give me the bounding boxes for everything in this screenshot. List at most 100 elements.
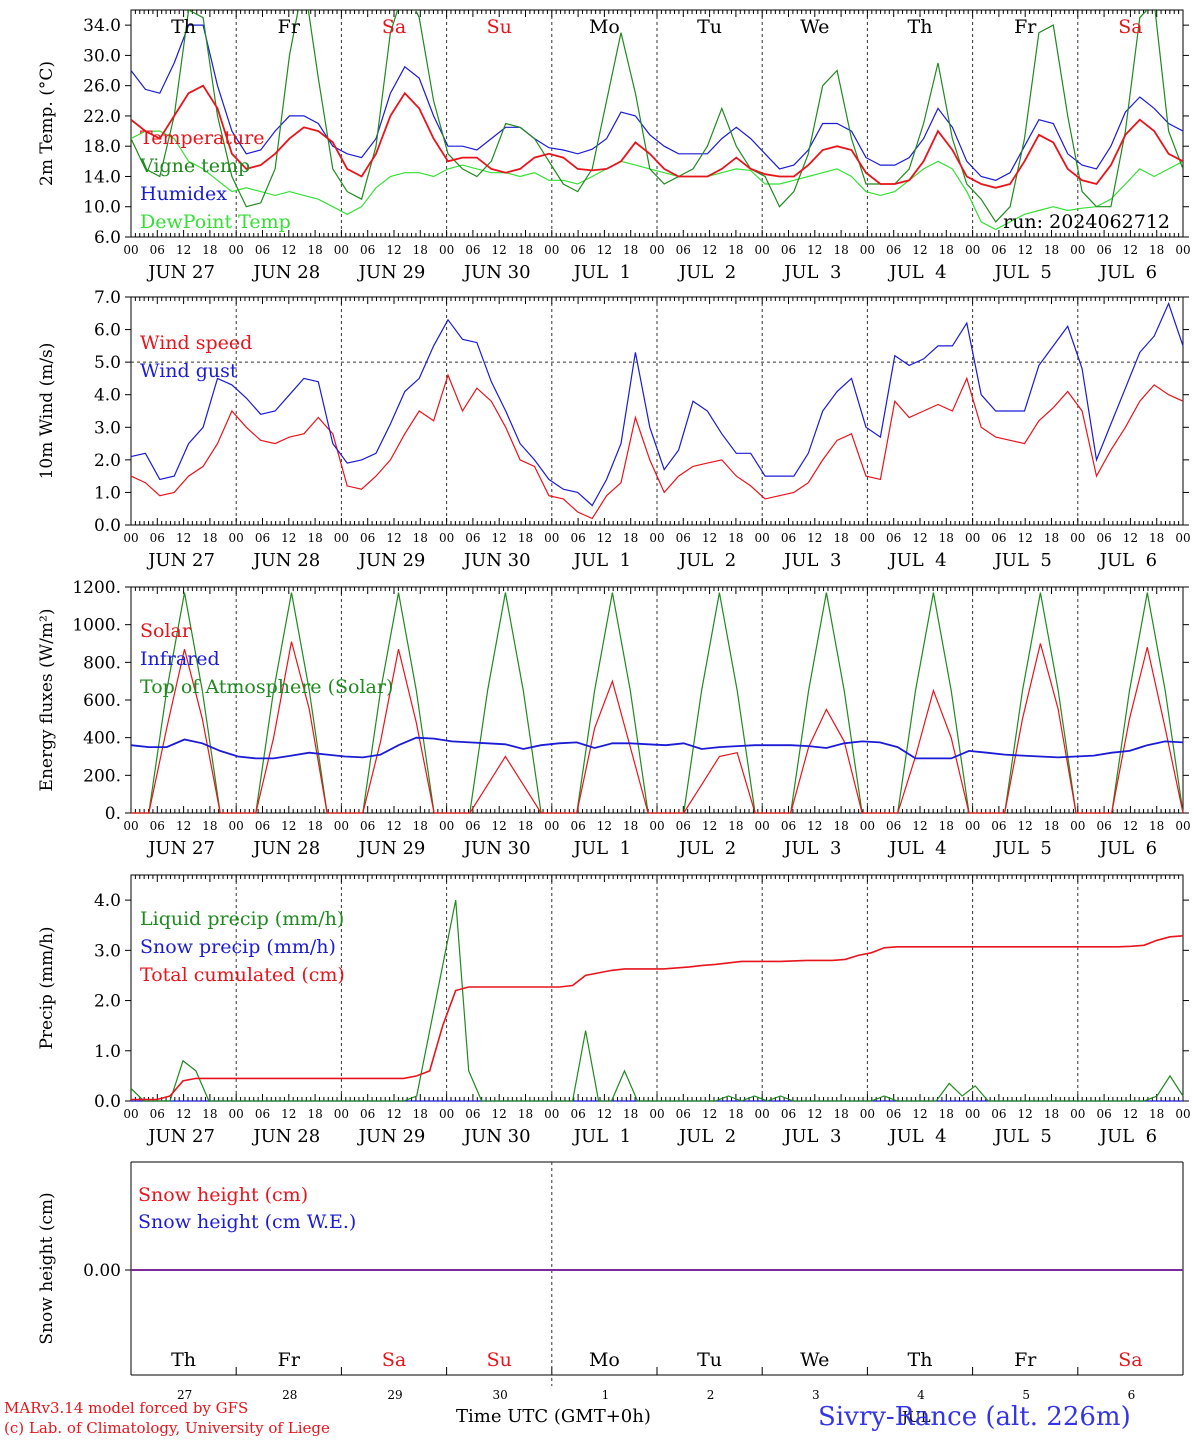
series-line <box>131 130 1183 231</box>
hour-tick-label: 18 <box>623 243 638 257</box>
series-line <box>131 24 1183 181</box>
day-number-label: 4 <box>917 1388 925 1402</box>
hour-ticks-1 <box>130 297 1184 525</box>
hour-tick-label: 18 <box>939 819 954 833</box>
ytick-label: 0.0 <box>94 1092 121 1112</box>
hour-tick-label: 00 <box>649 243 664 257</box>
hour-tick-label: 12 <box>807 819 822 833</box>
ytick-label: 7.0 <box>94 288 121 308</box>
date-label: JUL 4 <box>887 1126 946 1147</box>
day-number-label: 28 <box>282 1388 297 1402</box>
hour-tick-label: 06 <box>150 1107 165 1121</box>
hour-tick-label: 06 <box>676 1107 691 1121</box>
hour-tick-label: 18 <box>202 531 217 545</box>
hour-tick-label: 06 <box>886 531 901 545</box>
ytick-label: 6.0 <box>94 228 121 248</box>
weekday-label: Sa <box>1118 16 1142 38</box>
weekday-label: Sa <box>382 16 406 38</box>
ytick-label: 200. <box>83 766 121 786</box>
hour-tick-label: 12 <box>176 531 191 545</box>
hour-tick-label: 00 <box>229 243 244 257</box>
legend-item: Temperature <box>140 127 264 149</box>
hour-ticks-0 <box>130 10 1184 237</box>
hour-tick-label: 06 <box>781 243 796 257</box>
hour-tick-label: 00 <box>439 1107 454 1121</box>
hour-tick-label: 18 <box>1149 531 1164 545</box>
weekday-label: Th <box>908 16 933 38</box>
hour-tick-label: 18 <box>833 531 848 545</box>
series-line <box>130 301 1184 507</box>
series-line <box>130 373 1184 520</box>
hour-tick-label: 00 <box>229 531 244 545</box>
hour-tick-label: 12 <box>912 243 927 257</box>
date-label: JUL 6 <box>1098 550 1157 571</box>
yaxis-label: Energy fluxes (W/m²) <box>37 609 57 792</box>
hour-tick-label: 00 <box>1175 1107 1190 1121</box>
hour-tick-label: 12 <box>281 243 296 257</box>
date-label: JUN 28 <box>251 550 320 571</box>
hour-tick-label: 12 <box>176 243 191 257</box>
ytick-label: 400. <box>83 729 121 749</box>
hour-tick-label: 12 <box>1123 243 1138 257</box>
hour-ticks-2 <box>130 587 1184 813</box>
legend-item: DewPoint Temp <box>140 211 291 233</box>
station-name: Sivry-Rance (alt. 226m) <box>818 1402 1131 1432</box>
ytick-label: 1200. <box>72 578 121 598</box>
hour-tick-label: 18 <box>1149 1107 1164 1121</box>
date-label: JUL 4 <box>887 262 946 283</box>
series-line <box>131 84 1183 189</box>
hour-tick-label: 00 <box>755 531 770 545</box>
ytick-label: 0.0 <box>94 516 121 536</box>
date-label: JUN 30 <box>462 550 531 571</box>
hour-tick-label: 06 <box>465 1107 480 1121</box>
date-label: JUL 4 <box>887 838 946 859</box>
hour-tick-label: 18 <box>202 1107 217 1121</box>
date-label: JUN 29 <box>357 1126 426 1147</box>
hour-tick-label: 00 <box>334 819 349 833</box>
legend-item: Liquid precip (mm/h) <box>140 908 344 930</box>
hour-tick-label: 00 <box>649 531 664 545</box>
hour-tick-label: 00 <box>965 243 980 257</box>
hour-tick-label: 18 <box>307 819 322 833</box>
lab-credit: (c) Lab. of Climatology, University of L… <box>4 1419 330 1437</box>
hour-tick-label: 06 <box>991 531 1006 545</box>
weekday-label: Su <box>487 16 512 38</box>
hour-tick-label: 06 <box>360 243 375 257</box>
hour-tick-label: 00 <box>123 1107 138 1121</box>
hour-tick-label: 12 <box>807 1107 822 1121</box>
hour-tick-label: 12 <box>386 819 401 833</box>
weekday-label: Tu <box>697 16 722 38</box>
day-number-label: 30 <box>493 1388 508 1402</box>
hour-tick-label: 06 <box>570 819 585 833</box>
hour-tick-label: 06 <box>360 1107 375 1121</box>
day-number-label: 6 <box>1128 1388 1136 1402</box>
hour-tick-label: 00 <box>544 1107 559 1121</box>
weekday-label: Th <box>171 16 196 38</box>
date-label: JUL 4 <box>887 550 946 571</box>
hour-tick-label: 12 <box>281 819 296 833</box>
ytick-label: 800. <box>83 653 121 673</box>
date-label: JUL 1 <box>572 838 631 859</box>
ytick-label: 22.0 <box>83 107 121 127</box>
hour-tick-label: 12 <box>492 531 507 545</box>
hour-tick-label: 00 <box>860 531 875 545</box>
ytick-label: 0. <box>105 804 121 824</box>
hour-tick-label: 18 <box>1149 819 1164 833</box>
date-label: JUL 5 <box>993 262 1052 283</box>
hour-tick-label: 00 <box>649 1107 664 1121</box>
hour-tick-label: 12 <box>912 531 927 545</box>
weekday-label: We <box>800 16 829 38</box>
hour-tick-label: 06 <box>991 819 1006 833</box>
ytick-label: 34.0 <box>83 16 121 36</box>
hour-tick-label: 06 <box>465 819 480 833</box>
hour-tick-label: 06 <box>781 819 796 833</box>
hour-tick-label: 18 <box>1044 243 1059 257</box>
hour-tick-label: 12 <box>1018 1107 1033 1121</box>
weekday-label-bottom: Th <box>171 1349 196 1371</box>
series-line <box>131 935 1184 1101</box>
hour-tick-label: 18 <box>623 531 638 545</box>
yaxis-label: Precip (mm/h) <box>37 926 57 1049</box>
hour-tick-label: 00 <box>649 819 664 833</box>
weekday-label-bottom: Th <box>908 1349 933 1371</box>
hour-tick-label: 12 <box>1123 531 1138 545</box>
